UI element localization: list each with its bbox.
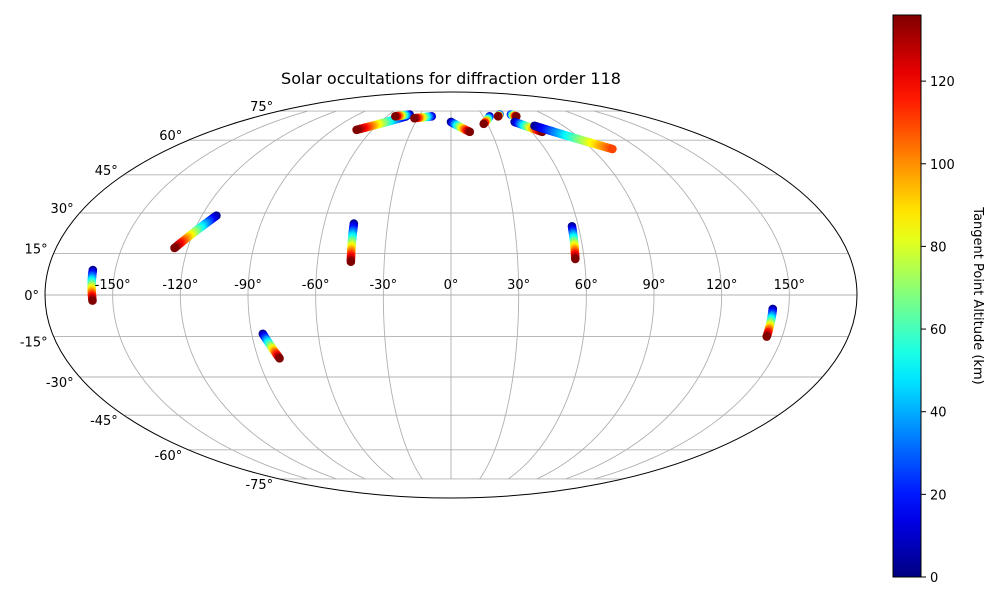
- colorbar-bar: [892, 14, 922, 578]
- occultation-track: [446, 117, 475, 137]
- occultation-track: [762, 304, 778, 341]
- colorbar-tick-label: 80: [930, 240, 947, 255]
- latitude-tick-label: 45°: [95, 164, 118, 179]
- occultation-track: [530, 121, 617, 154]
- track-point: [762, 332, 772, 341]
- longitude-tick-label: 0°: [444, 278, 459, 293]
- longitude-tick-label: 120°: [706, 278, 737, 293]
- latitude-tick-label: 75°: [250, 100, 273, 115]
- latitude-tick-label: 15°: [25, 242, 48, 257]
- track-point: [170, 243, 179, 253]
- track-point: [608, 144, 617, 154]
- chart-title: Solar occultations for diffraction order…: [281, 69, 621, 88]
- longitude-gridline: [594, 110, 790, 480]
- longitude-tick-label: -120°: [162, 278, 198, 293]
- map-axes: -150° -120° -90° -60° -30° 0° 30° 60° 90° 120° 150…: [20, 91, 858, 499]
- track-point: [479, 119, 489, 129]
- latitude-tick-labels: -75° -60° -45° -30° -15° 0° 15° 30° 45° 60° 75°: [20, 100, 273, 493]
- latitude-tick-label: 60°: [159, 129, 182, 144]
- longitude-gridline: [508, 110, 587, 480]
- latitude-tick-label: -45°: [90, 414, 118, 429]
- longitude-tick-label: -150°: [95, 278, 131, 293]
- occultation-track: [410, 112, 437, 123]
- latitude-tick-label: -15°: [20, 336, 48, 351]
- longitude-gridline: [247, 110, 366, 480]
- longitude-gridline: [536, 110, 655, 480]
- colorbar-tick-label: 20: [930, 488, 947, 503]
- colorbar: 0 20 40 60 80 100 120 Tangent Point Altitude (…: [892, 14, 985, 586]
- longitude-tick-label: 60°: [575, 278, 598, 293]
- latitude-tick-label: -60°: [155, 449, 183, 464]
- occultation-track: [346, 219, 359, 267]
- latitude-tick-label: -75°: [245, 478, 273, 493]
- colorbar-tick-label: 60: [930, 323, 947, 338]
- track-point: [275, 354, 284, 363]
- track-point: [88, 296, 97, 305]
- colorbar-tick-label: 120: [930, 75, 955, 90]
- longitude-tick-label: -90°: [234, 278, 262, 293]
- occultation-track: [258, 329, 284, 363]
- occultation-tracks: [87, 110, 778, 363]
- colorbar-tick-label: 100: [930, 158, 955, 173]
- colorbar-tick-label: 0: [930, 571, 938, 586]
- longitude-gridline: [565, 110, 723, 480]
- map-boundary: [44, 91, 858, 499]
- longitude-tick-label: 30°: [507, 278, 530, 293]
- latitude-tick-label: -30°: [46, 376, 74, 391]
- longitude-tick-label: -60°: [302, 278, 330, 293]
- occultation-track: [479, 112, 494, 129]
- colorbar-label: Tangent Point Altitude (km): [970, 206, 985, 384]
- occultation-track: [170, 211, 221, 253]
- track-point: [391, 112, 400, 121]
- gridlines: [45, 110, 857, 480]
- latitude-tick-label: 0°: [24, 289, 39, 304]
- latitude-tick-label: 30°: [51, 202, 74, 217]
- track-point: [493, 112, 503, 121]
- longitude-gridline: [479, 110, 520, 480]
- colorbar-ticks: 0 20 40 60 80 100 120: [921, 75, 955, 586]
- longitude-gridline: [179, 110, 337, 480]
- longitude-tick-label: -30°: [369, 278, 397, 293]
- occultation-track: [87, 265, 98, 305]
- longitude-tick-labels: -150° -120° -90° -60° -30° 0° 30° 60° 90° 120° 150…: [95, 278, 805, 293]
- longitude-gridline: [112, 110, 308, 480]
- track-point: [346, 257, 356, 267]
- colorbar-tick-label: 40: [930, 406, 947, 421]
- longitude-tick-label: 150°: [774, 278, 805, 293]
- occultation-track: [493, 110, 504, 121]
- occultation-track: [567, 221, 580, 264]
- track-point: [465, 127, 475, 137]
- track-point: [571, 254, 580, 264]
- track-point: [352, 125, 361, 135]
- longitude-tick-label: 90°: [642, 278, 665, 293]
- track-point: [410, 113, 419, 123]
- longitude-gridline: [315, 110, 394, 480]
- longitude-gridline: [382, 110, 423, 480]
